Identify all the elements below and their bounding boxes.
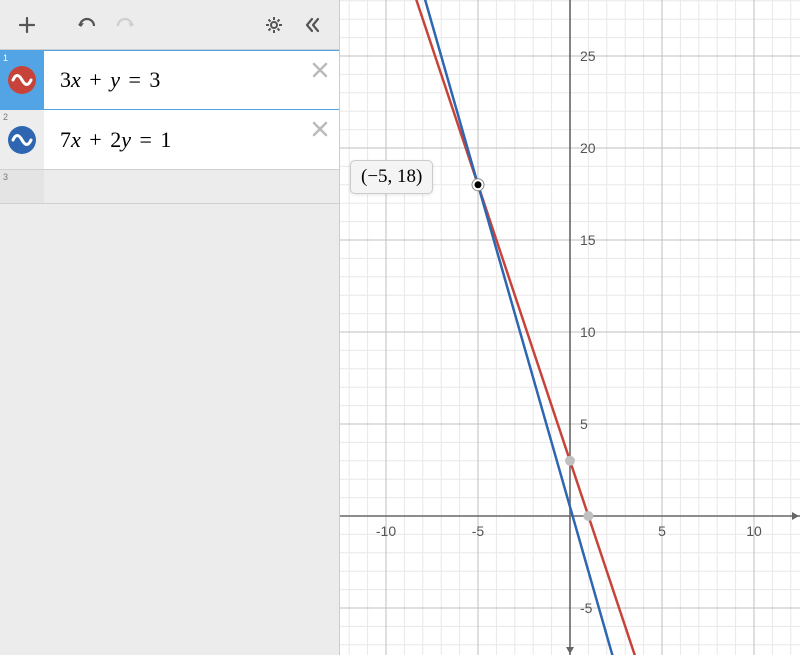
svg-text:5: 5 — [580, 416, 588, 432]
expression-row-2[interactable]: 2 7x + 2y = 1 — [0, 110, 339, 170]
svg-text:20: 20 — [580, 140, 596, 156]
svg-text:15: 15 — [580, 232, 596, 248]
expression-list: 1 3x + y = 3 2 7x + 2y = 1 3 — [0, 50, 339, 204]
expression-tab[interactable]: 1 — [0, 51, 44, 109]
graph-area[interactable]: -10 -5 5 10 -5 5 10 15 20 25 (−5, 18) — [340, 0, 800, 655]
expression-row-3[interactable]: 3 — [0, 170, 339, 204]
expression-row-1[interactable]: 1 3x + y = 3 — [0, 50, 339, 110]
wave-icon[interactable] — [8, 66, 36, 94]
expression-math[interactable]: 3x + y = 3 — [44, 57, 339, 103]
add-button[interactable] — [8, 5, 46, 45]
expression-tab[interactable]: 3 — [0, 170, 44, 203]
svg-text:-10: -10 — [376, 523, 396, 539]
expression-panel: 1 3x + y = 3 2 7x + 2y = 1 3 — [0, 0, 340, 655]
collapse-button[interactable] — [293, 5, 331, 45]
expression-tab[interactable]: 2 — [0, 110, 44, 169]
expression-number: 3 — [3, 172, 8, 182]
svg-text:10: 10 — [580, 324, 596, 340]
svg-text:25: 25 — [580, 48, 596, 64]
expression-number: 2 — [3, 112, 8, 122]
svg-text:-5: -5 — [580, 600, 593, 616]
expression-math[interactable]: 7x + 2y = 1 — [44, 117, 339, 163]
svg-text:5: 5 — [658, 523, 666, 539]
close-icon[interactable] — [311, 61, 329, 84]
expression-number: 1 — [3, 53, 8, 63]
svg-text:-5: -5 — [472, 523, 485, 539]
intersection-label: (−5, 18) — [350, 160, 433, 194]
redo-button[interactable] — [106, 5, 144, 45]
settings-button[interactable] — [255, 5, 293, 45]
close-icon[interactable] — [311, 120, 329, 143]
toolbar — [0, 0, 339, 50]
wave-icon[interactable] — [8, 126, 36, 154]
svg-text:10: 10 — [746, 523, 762, 539]
undo-button[interactable] — [68, 5, 106, 45]
